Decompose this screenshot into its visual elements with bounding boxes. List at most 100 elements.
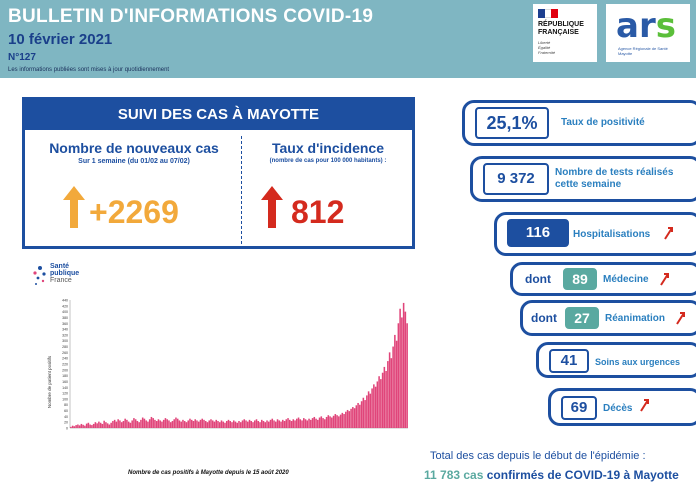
- ars-s: s: [655, 6, 676, 46]
- chart-ytick-label: 220: [62, 363, 68, 367]
- chart-bars: [70, 302, 408, 428]
- ars-sub1: Agence Régionale de Santé: [618, 46, 668, 51]
- rf-text: RÉPUBLIQUE FRANÇAISE: [538, 21, 584, 37]
- chart-bar: [112, 421, 114, 428]
- total-cases-count: 11 783 cas: [424, 468, 484, 482]
- incidence-value: 812: [291, 194, 345, 230]
- chart-bar: [213, 421, 216, 428]
- header-banner: BULLETIN D'INFORMATIONS COVID-19 10 févr…: [0, 0, 696, 78]
- chart-bar: [134, 419, 137, 428]
- chart-bar: [140, 419, 142, 428]
- chart-bar: [320, 416, 323, 428]
- urgences-pill: 41 Soins aux urgences: [536, 342, 696, 378]
- chart-bar: [119, 420, 121, 428]
- chart-bar: [297, 417, 300, 428]
- chart-bar: [315, 418, 317, 428]
- rf-line2: FRANÇAISE: [538, 29, 579, 36]
- chart-bar: [266, 420, 268, 428]
- urgences-value: 41: [549, 349, 589, 373]
- chart-bar: [187, 420, 189, 428]
- chart-bar: [334, 414, 337, 428]
- chart-bar: [173, 419, 175, 428]
- chart-bar: [388, 352, 391, 428]
- chart-bar: [229, 421, 232, 428]
- chart-bar: [197, 421, 200, 428]
- chart-bar: [308, 418, 310, 428]
- chart-bar: [218, 422, 221, 428]
- chart-bar: [98, 421, 100, 428]
- chart-bar: [338, 416, 340, 428]
- total-cases-line: 11 783 cas confirmés de COVID-19 à Mayot…: [424, 468, 679, 482]
- rf-motto2: Égalité: [538, 45, 551, 50]
- chart-bar: [89, 424, 91, 428]
- chart-bar: [264, 422, 267, 428]
- chart-bar: [210, 419, 212, 428]
- hospitalisations-pill: 116 Hospitalisations: [494, 212, 696, 256]
- chart-bar: [138, 422, 140, 428]
- rf-motto: Liberté Égalité Fraternité: [538, 40, 555, 55]
- chart-bar: [131, 420, 133, 428]
- chart-bar: [129, 422, 132, 428]
- chart-bar: [269, 419, 272, 428]
- chart-bar: [374, 386, 377, 428]
- tests-label: Nombre de tests réalisés cette semaine: [555, 167, 673, 191]
- hosp-label: Hospitalisations: [573, 229, 651, 240]
- chart-bar: [190, 419, 193, 428]
- chart-bar: [84, 425, 86, 428]
- chart-bar: [404, 311, 407, 428]
- chart-bar: [164, 418, 167, 428]
- chart-bar: [294, 420, 296, 428]
- sante-publique-dots-icon: [33, 266, 46, 285]
- chart-bar: [236, 422, 239, 428]
- chart-bar: [71, 425, 74, 428]
- chart-bar: [143, 418, 146, 428]
- chart-bar: [110, 422, 112, 428]
- chart-bar: [259, 422, 261, 428]
- chart-bar: [189, 418, 191, 428]
- total-cases-intro: Total des cas depuis le début de l'épidé…: [430, 450, 646, 462]
- chart-bar: [159, 420, 161, 428]
- chart-bar: [350, 408, 352, 428]
- chart-bar: [201, 418, 203, 428]
- chart-bar: [245, 420, 247, 428]
- chart-bar: [103, 420, 105, 428]
- chart-bar: [246, 421, 249, 428]
- chart-bar: [322, 418, 324, 428]
- chart-bar: [390, 358, 393, 428]
- chart-bar: [127, 421, 130, 428]
- reanimation-pill: dont 27 Réanimation: [520, 300, 696, 336]
- chart-bar: [250, 421, 253, 428]
- tests-pill: 9 372 Nombre de tests réalisés cette sem…: [470, 156, 696, 202]
- sp-line1: Santé: [50, 263, 70, 270]
- republique-francaise-logo: RÉPUBLIQUE FRANÇAISE Liberté Égalité Fra…: [533, 4, 597, 62]
- chart-bar: [241, 420, 244, 428]
- chart-bar: [287, 418, 289, 428]
- chart-bar: [381, 372, 384, 428]
- chart-bar: [310, 419, 312, 428]
- chart-ytick-label: 160: [62, 380, 68, 384]
- chart-bar: [362, 397, 365, 428]
- chart-bar: [122, 421, 125, 428]
- chart-bar: [204, 421, 207, 428]
- chart-bar: [70, 426, 72, 428]
- chart-bar: [82, 424, 84, 428]
- chart-bar: [290, 421, 293, 428]
- chart-bar: [115, 421, 118, 428]
- chart-bar: [92, 423, 95, 428]
- chart-bar: [183, 421, 186, 428]
- chart-bar: [117, 419, 119, 428]
- chart-bar: [232, 420, 235, 428]
- chart-bar: [311, 418, 314, 428]
- chart-bar: [373, 384, 375, 428]
- chart-bar: [276, 419, 279, 428]
- ars-subtitle: Agence Régionale de Santé Mayotte: [618, 46, 668, 56]
- medecine-label: Médecine: [603, 274, 649, 285]
- hosp-trend-up-icon: [664, 227, 673, 240]
- chart-bar: [385, 370, 387, 428]
- chart-ytick-label: 400: [62, 310, 68, 314]
- chart-bar: [141, 417, 144, 428]
- chart-bar: [401, 317, 403, 428]
- chart-bar: [157, 419, 160, 428]
- medecine-pill: dont 89 Médecine: [510, 262, 696, 296]
